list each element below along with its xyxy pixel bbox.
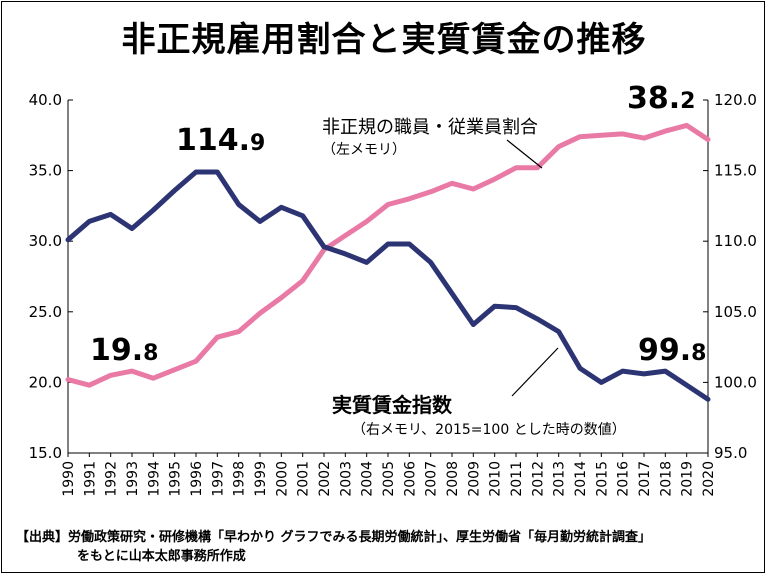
chart-title: 非正規雇用割合と実質賃金の推移 (121, 20, 647, 60)
x-tick-label: 2020 (701, 461, 717, 497)
x-tick-label: 2008 (445, 461, 461, 497)
right-tick-label: 95.0 (714, 444, 747, 462)
series-name-nonregular: 非正規の職員・従業員割合 (322, 117, 538, 138)
x-tick-label: 2001 (296, 461, 312, 497)
x-tick-label: 1997 (210, 461, 226, 497)
label-real-wage-end: 99.8 (638, 333, 706, 368)
label-nonregular-end: 38.2 (627, 81, 695, 116)
source-line-2: をもとに山本太郎事務所作成 (77, 549, 246, 564)
x-tick-label: 2007 (424, 461, 440, 497)
right-tick-label: 100.0 (714, 373, 757, 391)
x-tick-label: 2015 (594, 461, 610, 497)
label-nonregular-start: 19.8 (90, 333, 158, 368)
x-tick-label: 2005 (381, 461, 397, 497)
right-tick-label: 120.0 (714, 91, 757, 109)
x-tick-label: 2010 (488, 461, 504, 497)
series-note-nonregular: （左メモリ） (322, 142, 406, 158)
x-tick-label: 2002 (317, 461, 333, 497)
series-name-real-wage: 実質賃金指数 (332, 393, 453, 417)
left-tick-label: 20.0 (29, 373, 62, 391)
right-tick-label: 115.0 (714, 162, 757, 180)
x-tick-label: 1992 (104, 461, 120, 497)
right-tick-label: 105.0 (714, 303, 757, 321)
x-tick-label: 2009 (466, 461, 482, 497)
x-tick-label: 2006 (402, 461, 418, 497)
label-real-wage-peak: 114.9 (176, 123, 265, 158)
series-note-real-wage: （右メモリ、2015=100 とした時の数値） (352, 422, 626, 438)
x-tick-label: 2018 (658, 461, 674, 497)
source-note: 【出典】労働政策研究・研修機構「早わかり グラフでみる長期労働統計」、厚生労働省… (16, 528, 651, 566)
x-tick-label: 1994 (146, 461, 162, 497)
x-tick-label: 2016 (616, 461, 632, 497)
left-tick-label: 15.0 (29, 444, 62, 462)
x-tick-label: 1999 (253, 461, 269, 497)
leader-line-real-wage (511, 347, 559, 397)
x-tick-label: 2000 (274, 461, 290, 497)
x-tick-label: 1998 (232, 461, 248, 497)
x-tick-label: 1990 (61, 461, 77, 497)
left-tick-label: 35.0 (29, 162, 62, 180)
series-line-nonregular (65, 122, 711, 388)
x-tick-label: 2012 (530, 461, 546, 497)
series-line-real-wage (65, 169, 711, 402)
x-tick-label: 2013 (552, 461, 568, 497)
x-tick-label: 2003 (338, 461, 354, 497)
left-tick-label: 30.0 (29, 232, 62, 250)
source-line-1: 【出典】労働政策研究・研修機構「早わかり グラフでみる長期労働統計」、厚生労働省… (16, 530, 652, 545)
left-tick-label: 40.0 (29, 91, 62, 109)
x-tick-label: 2011 (509, 461, 525, 497)
x-tick-label: 2004 (360, 461, 376, 497)
right-tick-label: 110.0 (714, 232, 757, 250)
x-tick-label: 1996 (189, 461, 205, 497)
x-tick-label: 1991 (82, 461, 98, 497)
x-tick-label: 1995 (168, 461, 184, 497)
leader-line-nonregular (506, 139, 543, 169)
x-tick-label: 2017 (637, 461, 653, 497)
x-tick-label: 1993 (125, 461, 141, 497)
x-tick-label: 2014 (573, 461, 589, 497)
x-tick-label: 2019 (680, 461, 696, 497)
left-tick-label: 25.0 (29, 303, 62, 321)
